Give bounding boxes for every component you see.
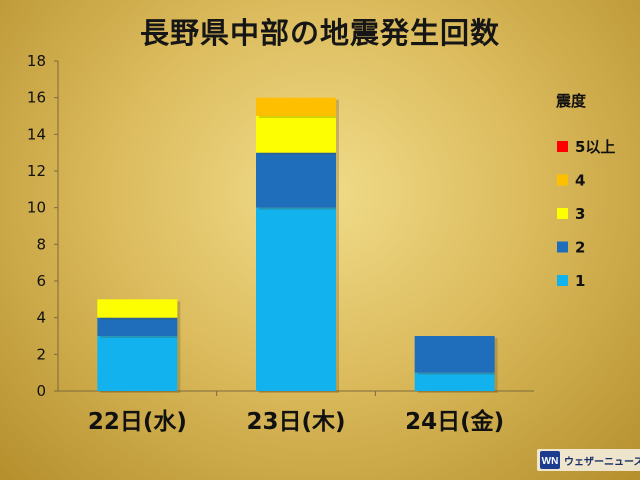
legend-label: 3 — [575, 205, 585, 223]
legend-label: 5以上 — [575, 138, 615, 156]
legend-swatch — [557, 241, 568, 253]
bars — [97, 97, 498, 393]
y-tick-label: 2 — [36, 345, 46, 363]
legend-swatch — [557, 208, 568, 219]
bar-segment-shindo-1 — [414, 372, 495, 391]
category-label: 23日(木) — [246, 409, 345, 435]
axes: 0 2 4 6 8 10 12 14 16 18 22日(水) 23日(木) 24日(金) — [27, 52, 534, 435]
y-tick-label: 14 — [27, 125, 46, 143]
legend: 震度 5以上 4 3 2 1 — [556, 92, 615, 290]
brand-name: ウェザーニュース — [564, 456, 640, 468]
y-tick-label: 6 — [36, 272, 46, 290]
bar-segment-shindo-2 — [414, 336, 495, 373]
legend-swatch — [557, 174, 568, 186]
legend-swatch — [557, 141, 568, 152]
chart-title: 長野県中部の地震発生回数 — [139, 16, 500, 50]
legend-swatch — [557, 275, 568, 286]
brand-logo: WN ウェザーニュース — [537, 449, 640, 471]
bar-segment-shindo-1 — [97, 336, 178, 391]
y-tick-label: 8 — [36, 235, 46, 253]
bar-segment-shindo-4 — [256, 97, 336, 116]
category-label: 22日(水) — [88, 409, 187, 435]
y-tick-label: 0 — [36, 382, 46, 400]
bar-segment-shindo-1 — [256, 207, 336, 391]
legend-title: 震度 — [556, 92, 587, 110]
bar-segment-shindo-3 — [97, 299, 178, 318]
bar-segment-shindo-3 — [256, 116, 336, 153]
bar-segment-shindo-2 — [97, 317, 178, 336]
y-tick-label: 12 — [27, 162, 46, 180]
bar-segment-shindo-2 — [256, 152, 336, 208]
legend-label: 2 — [575, 239, 585, 257]
y-tick-label: 18 — [27, 52, 46, 70]
weathernews-logo-icon: WN — [540, 451, 560, 469]
logo-mark: WN — [542, 456, 559, 467]
category-label: 24日(金) — [405, 408, 504, 435]
legend-label: 4 — [575, 172, 585, 190]
legend-label: 1 — [575, 272, 585, 290]
y-tick-label: 16 — [27, 89, 46, 107]
y-tick-label: 10 — [27, 199, 46, 217]
y-tick-label: 4 — [36, 309, 46, 327]
